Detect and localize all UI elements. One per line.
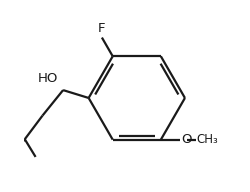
Text: O: O bbox=[181, 133, 192, 146]
Text: F: F bbox=[98, 22, 106, 35]
Text: HO: HO bbox=[38, 72, 58, 85]
Text: CH₃: CH₃ bbox=[197, 133, 218, 146]
